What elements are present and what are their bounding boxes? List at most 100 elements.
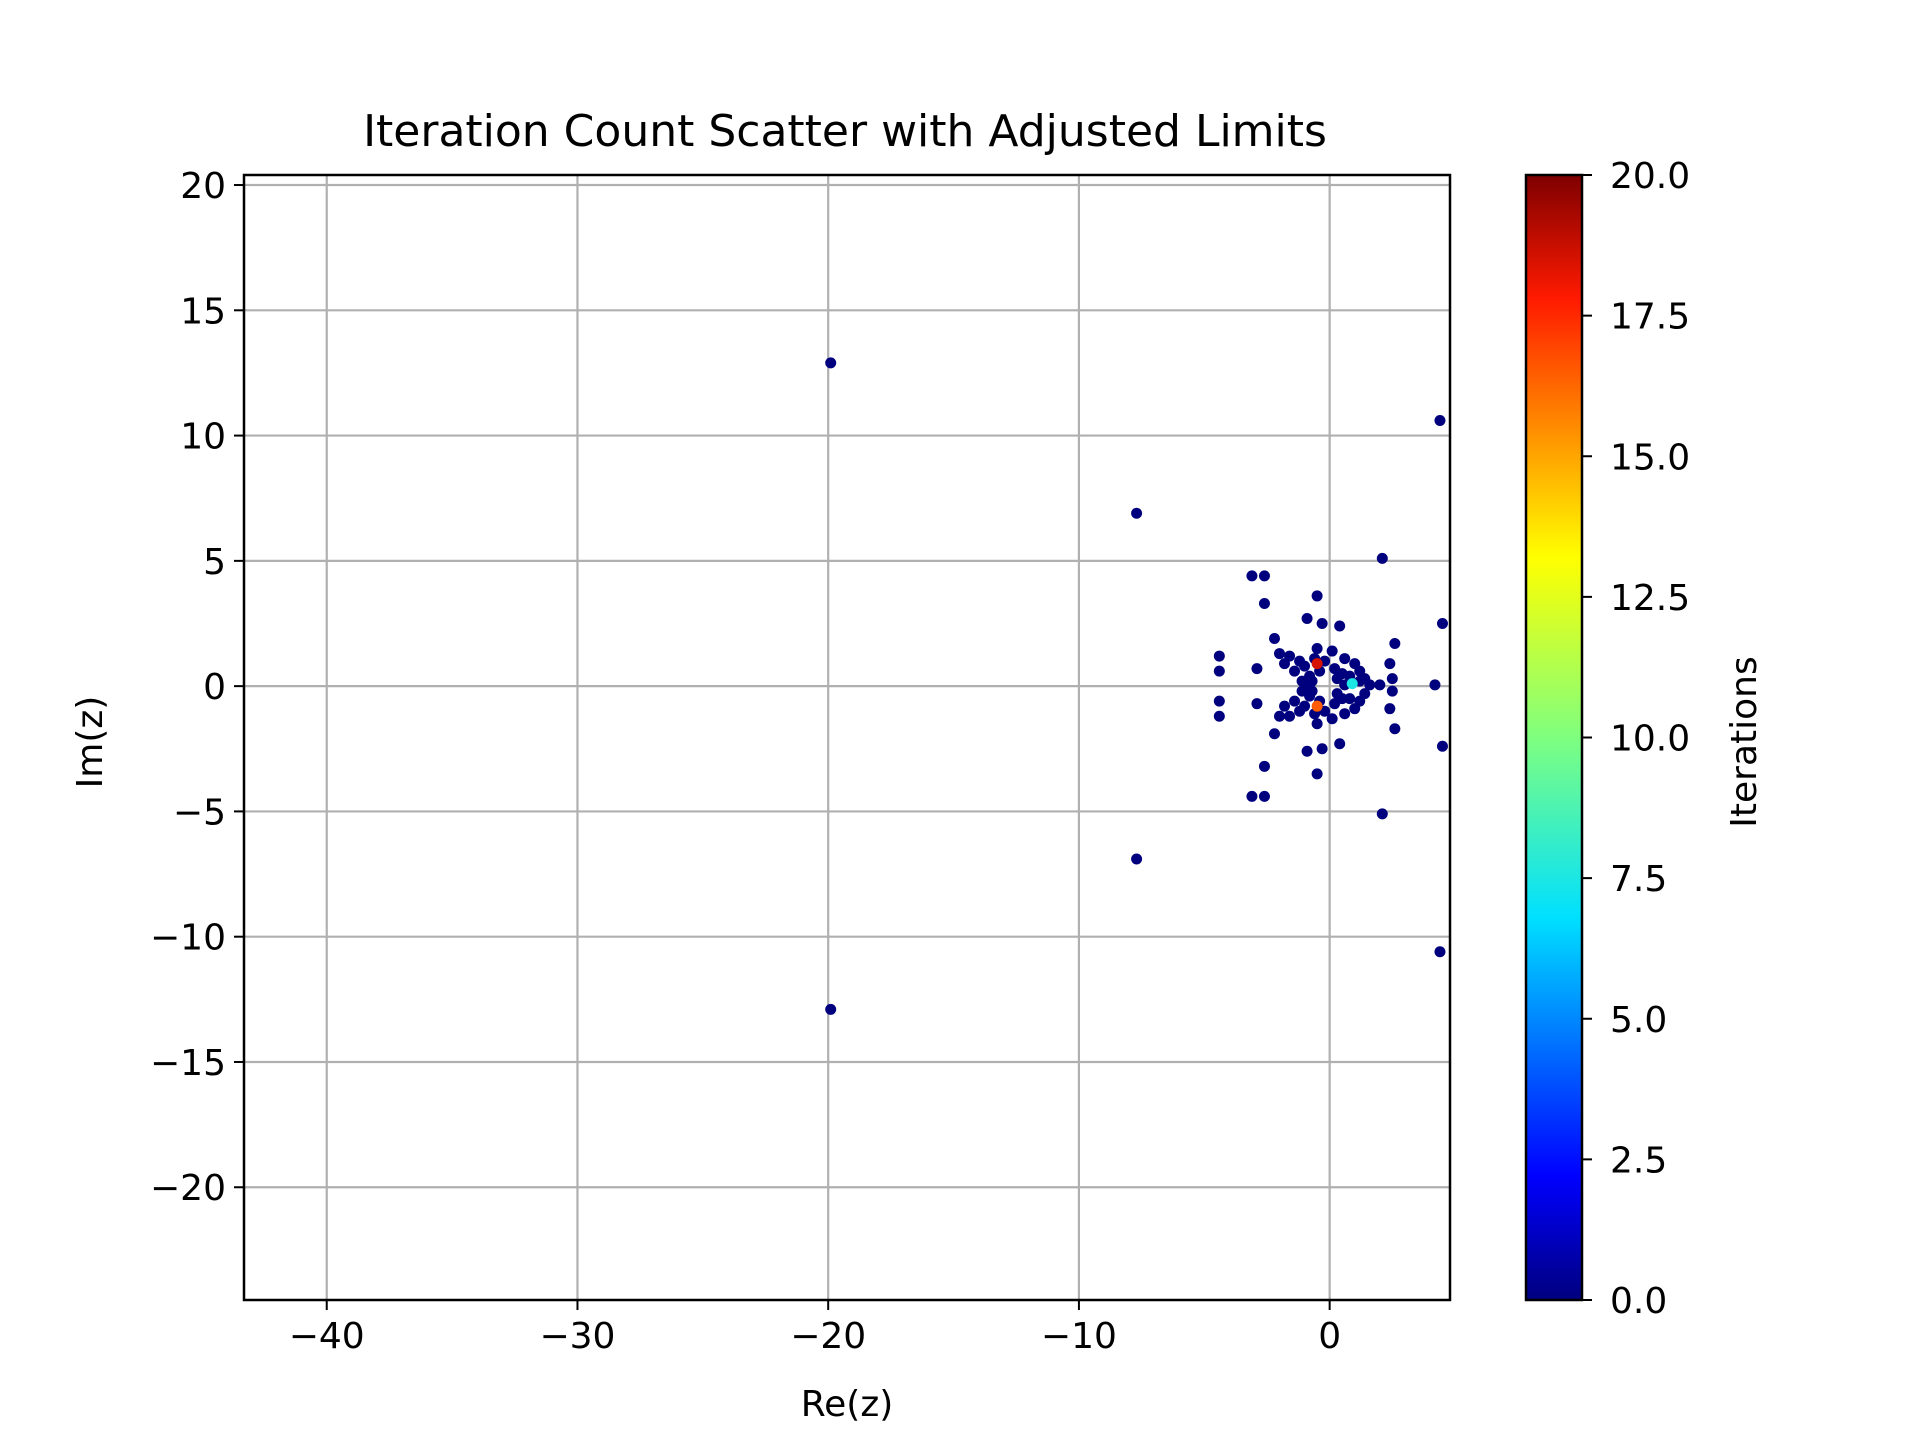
scatter-point xyxy=(825,1003,837,1015)
scatter-point xyxy=(1251,663,1263,675)
scatter-point xyxy=(1344,693,1356,705)
y-tick-label: −15 xyxy=(150,1043,226,1084)
scatter-point xyxy=(1213,710,1225,722)
colorbar-tick-label: 15.0 xyxy=(1610,437,1690,478)
colorbar-label: Iterations xyxy=(1724,656,1765,827)
scatter-point xyxy=(1326,645,1338,657)
scatter-point xyxy=(1311,658,1323,670)
scatter-point xyxy=(1331,688,1343,700)
y-tick-label: 10 xyxy=(180,417,226,458)
colorbar-tick-label: 17.5 xyxy=(1610,297,1690,338)
scatter-point xyxy=(1359,688,1371,700)
x-tick-label: 0 xyxy=(1318,1316,1341,1357)
grid xyxy=(244,175,1450,1300)
scatter-point xyxy=(1299,700,1311,712)
y-tick-label: −5 xyxy=(173,792,226,833)
scatter-point xyxy=(1246,570,1258,582)
y-axis-ticks: 20 15 10 5 0 −5 −10 −15 −20 xyxy=(150,166,244,1209)
colorbar-tick-label: 7.5 xyxy=(1610,859,1667,900)
scatter-point xyxy=(1131,853,1143,865)
scatter-point xyxy=(1258,597,1270,609)
scatter-point xyxy=(1311,768,1323,780)
scatter-point xyxy=(1289,695,1301,707)
scatter-point xyxy=(1306,685,1318,697)
scatter-point xyxy=(1251,698,1263,710)
chart-title: Iteration Count Scatter with Adjusted Li… xyxy=(363,106,1327,157)
scatter-point xyxy=(1434,946,1446,958)
colorbar-tick-label: 0.0 xyxy=(1610,1281,1667,1322)
scatter-point xyxy=(1339,653,1351,665)
scatter-point xyxy=(1301,745,1313,757)
scatter-point xyxy=(1331,673,1343,685)
scatter-point xyxy=(1284,710,1296,722)
y-tick-label: 5 xyxy=(203,542,226,583)
x-tick-label: −40 xyxy=(289,1316,365,1357)
scatter-point xyxy=(1436,740,1448,752)
scatter-point xyxy=(1279,658,1291,670)
scatter-point xyxy=(1246,790,1258,802)
scatter-point xyxy=(1389,723,1401,735)
scatter-point xyxy=(1131,507,1143,519)
scatter-point xyxy=(1274,648,1286,660)
scatter-point xyxy=(1268,633,1280,645)
scatter-point xyxy=(1316,743,1328,755)
scatter-point xyxy=(1376,552,1388,564)
colorbar-ticks: 0.0 2.5 5.0 7.5 10.0 12.5 15.0 17.5 20.0 xyxy=(1582,156,1690,1322)
scatter-point xyxy=(1213,695,1225,707)
scatter-point xyxy=(1376,808,1388,820)
scatter-point xyxy=(1389,638,1401,650)
scatter-point xyxy=(1213,650,1225,662)
x-axis-label: Re(z) xyxy=(801,1384,894,1425)
scatter-point xyxy=(1436,617,1448,629)
scatter-point xyxy=(1364,679,1376,691)
scatter-point xyxy=(1299,660,1311,672)
scatter-point xyxy=(1429,679,1441,691)
y-tick-label: 15 xyxy=(180,291,226,332)
colorbar-tick-label: 2.5 xyxy=(1610,1140,1667,1181)
colorbar xyxy=(1524,173,1584,1302)
scatter-point xyxy=(1279,700,1291,712)
scatter-point xyxy=(1339,708,1351,720)
scatter-point xyxy=(825,357,837,369)
plot-frame xyxy=(242,173,1452,1302)
scatter-point xyxy=(1311,700,1323,712)
scatter-point xyxy=(1258,760,1270,772)
x-tick-label: −30 xyxy=(539,1316,615,1357)
scatter-point xyxy=(1301,612,1313,624)
scatter-point xyxy=(1386,685,1398,697)
colorbar-tick-label: 12.5 xyxy=(1610,578,1690,619)
y-tick-label: −10 xyxy=(150,918,226,959)
y-tick-label: 20 xyxy=(180,166,226,207)
scatter-point xyxy=(1274,710,1286,722)
scatter-point xyxy=(1386,673,1398,685)
y-tick-label: 0 xyxy=(203,667,226,708)
scatter-point xyxy=(1334,620,1346,632)
scatter-point xyxy=(1326,713,1338,725)
y-axis-label: Im(z) xyxy=(70,696,111,789)
x-tick-label: −10 xyxy=(1041,1316,1117,1357)
scatter-point xyxy=(1384,658,1396,670)
colorbar-tick-label: 20.0 xyxy=(1610,156,1690,197)
colorbar-tick-label: 10.0 xyxy=(1610,719,1690,760)
x-tick-label: −20 xyxy=(790,1316,866,1357)
scatter-point xyxy=(1434,415,1446,427)
scatter-point xyxy=(1258,570,1270,582)
scatter-point xyxy=(1268,728,1280,740)
scatter-point xyxy=(1346,678,1358,690)
scatter-point xyxy=(1334,738,1346,750)
x-axis-ticks: −40 −30 −20 −10 0 xyxy=(289,1300,1341,1357)
scatter-point xyxy=(1258,790,1270,802)
scatter-point xyxy=(1374,679,1386,691)
data-points xyxy=(825,357,1448,1015)
y-tick-label: −20 xyxy=(150,1168,226,1209)
scatter-point xyxy=(1316,617,1328,629)
scatter-point xyxy=(1384,703,1396,715)
scatter-point xyxy=(1311,718,1323,730)
colorbar-tick-label: 5.0 xyxy=(1610,1000,1667,1041)
scatter-point xyxy=(1311,643,1323,655)
scatter-point xyxy=(1306,675,1318,687)
scatter-point xyxy=(1289,665,1301,677)
scatter-point xyxy=(1311,590,1323,602)
scatter-point xyxy=(1213,665,1225,677)
